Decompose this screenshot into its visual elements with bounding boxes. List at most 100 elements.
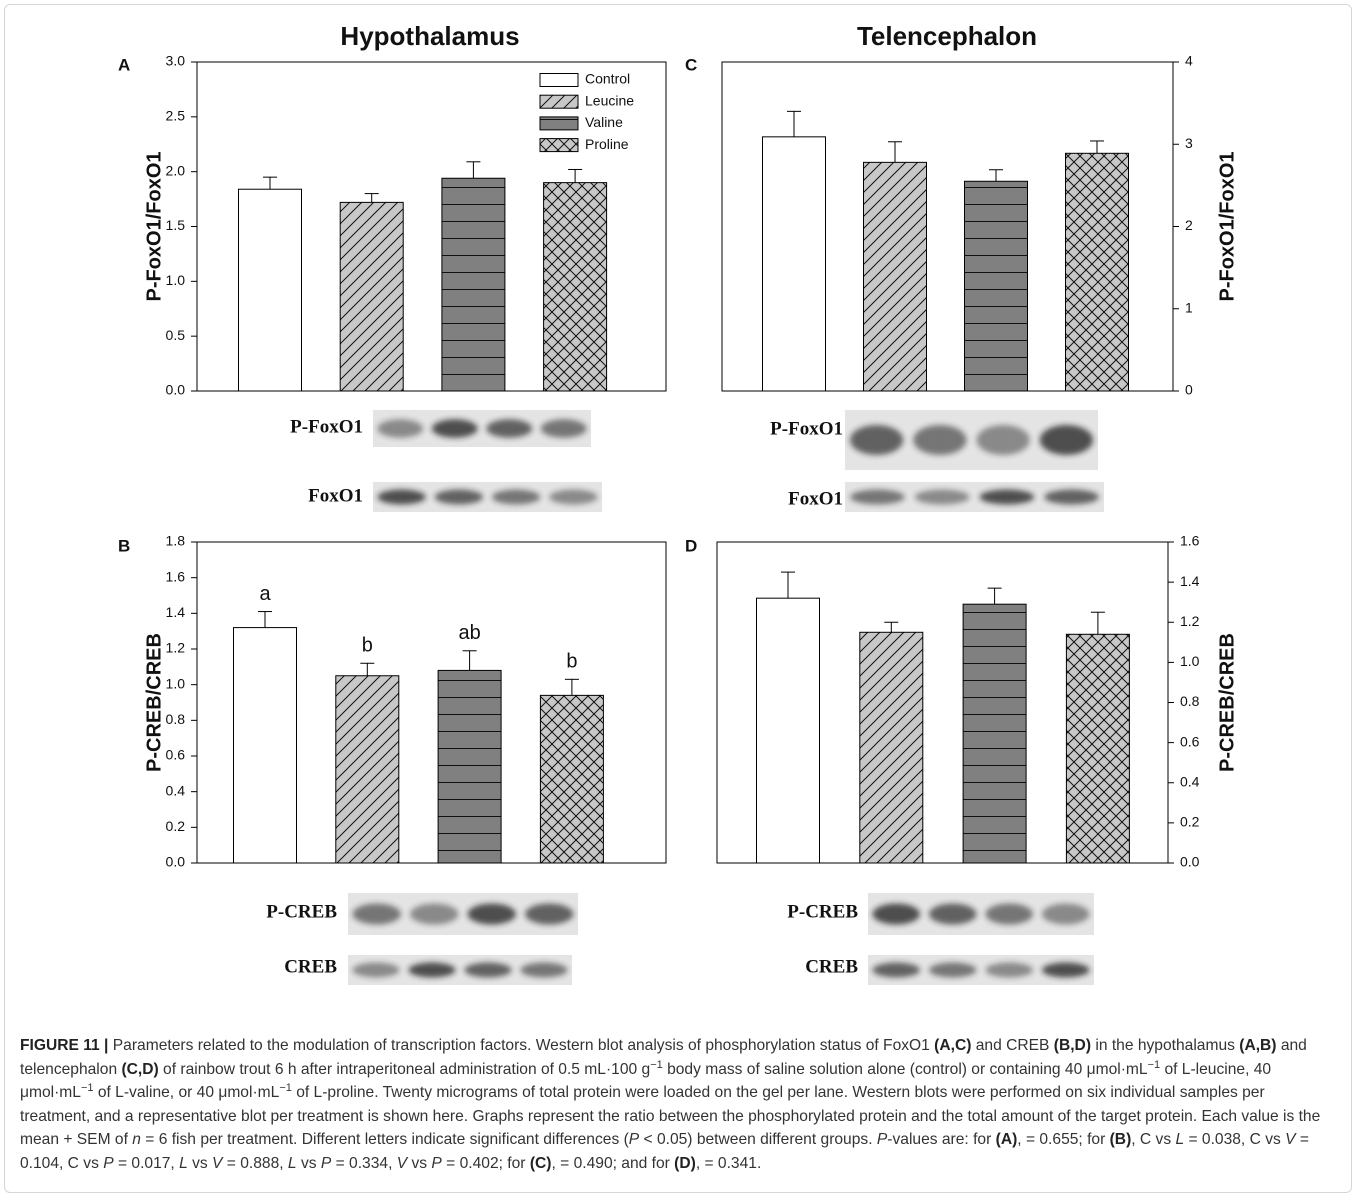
blot-label: FoxO1 [308, 485, 363, 506]
caption-run: of rainbow trout 6 h after intraperitone… [159, 1061, 650, 1078]
y-tick-label: 2 [1185, 217, 1193, 233]
y-tick-label: 0.6 [1180, 733, 1200, 749]
y-tick-label: 4 [1185, 53, 1193, 69]
blot-band [929, 904, 977, 925]
caption-run: n [132, 1131, 141, 1148]
caption-run: P [877, 1131, 887, 1148]
blot-band [378, 490, 426, 505]
significance-letter: b [362, 635, 373, 657]
y-tick-label: 1.0 [1180, 653, 1200, 669]
legend-swatch [540, 95, 578, 108]
blot-label: P-CREB [787, 901, 858, 922]
legend-swatch [540, 139, 578, 152]
y-tick-label: 2.5 [166, 108, 186, 124]
caption-run: P [629, 1131, 639, 1148]
caption-run: , = 0.490; and for [551, 1155, 674, 1172]
y-tick-label: 1.0 [166, 272, 186, 288]
page: {"figure": { "column_titles": ["Hypothal… [0, 0, 1358, 1199]
blot-band [408, 963, 455, 978]
bar [239, 189, 302, 391]
caption-run: L [179, 1155, 188, 1172]
blot-band [985, 963, 1033, 978]
panel-letter: C [685, 55, 697, 74]
significance-letter: a [259, 583, 271, 605]
blot-band [468, 904, 516, 925]
caption-run: −1 [81, 1082, 94, 1094]
legend-label: Valine [585, 114, 623, 130]
blot-label: CREB [284, 956, 337, 977]
bar [860, 632, 923, 863]
y-tick-label: 0.2 [1180, 814, 1200, 830]
y-tick-label: 1 [1185, 299, 1193, 315]
blot-label: P-FoxO1 [290, 416, 363, 437]
blot-band [486, 419, 532, 438]
bar [965, 181, 1028, 391]
caption-run: = 0.334, [331, 1155, 396, 1172]
y-tick-label: 3 [1185, 135, 1193, 151]
blot-band [929, 963, 977, 978]
blot-band [541, 419, 587, 438]
y-tick-label: 1.4 [166, 604, 186, 620]
y-tick-label: 1.4 [1180, 573, 1200, 589]
blot-band [525, 904, 573, 925]
y-tick-label: 0.0 [166, 854, 186, 870]
bar [442, 178, 505, 391]
blot-band [850, 490, 905, 505]
y-axis-label: P-FoxO1/FoxO1 [1216, 151, 1238, 301]
blot-band [985, 904, 1033, 925]
y-tick-label: 1.5 [166, 217, 186, 233]
caption-run: , = 0.655; for [1017, 1131, 1109, 1148]
blot-band [549, 490, 597, 505]
blot-band [492, 490, 540, 505]
bar [763, 137, 826, 391]
caption-run: (A,C) [934, 1037, 971, 1054]
bar [963, 604, 1026, 863]
caption-run: = 6 fish per treatment. Different letter… [141, 1131, 629, 1148]
caption-run: vs [297, 1155, 321, 1172]
blot-band [1040, 425, 1093, 455]
caption-run: (A,B) [1239, 1037, 1276, 1054]
y-tick-label: 0.8 [1180, 693, 1200, 709]
y-tick-label: 1.6 [1180, 533, 1200, 549]
caption-run: vs [188, 1155, 212, 1172]
caption-run: < 0.05) between different groups. [639, 1131, 877, 1148]
caption-run: , = 0.341. [696, 1155, 761, 1172]
legend-label: Control [585, 71, 630, 87]
y-tick-label: 0.2 [166, 818, 186, 834]
caption-run: P [431, 1155, 441, 1172]
caption-run: and CREB [971, 1037, 1053, 1054]
caption-run: (B) [1110, 1131, 1132, 1148]
blot-band [915, 490, 970, 505]
caption-run: V [212, 1155, 222, 1172]
y-tick-label: 0.0 [1180, 854, 1200, 870]
blot-band [410, 904, 458, 925]
blot-label: CREB [805, 956, 858, 977]
caption-run: (B,D) [1054, 1037, 1091, 1054]
caption-run: = 0.017, [114, 1155, 179, 1172]
blot-band [980, 490, 1035, 505]
caption-run: −1 [650, 1058, 663, 1070]
column-title: Telencephalon [857, 21, 1037, 51]
blot-band [872, 904, 920, 925]
caption-run: = 0.402; for [442, 1155, 530, 1172]
caption-run: FIGURE 11 | [20, 1037, 108, 1054]
y-tick-label: 0 [1185, 382, 1193, 398]
panel-letter: D [685, 536, 697, 555]
bar [757, 598, 820, 863]
y-axis-label: P-CREB/CREB [143, 633, 165, 772]
caption-run: (D) [674, 1155, 696, 1172]
blot-band [520, 963, 567, 978]
blot-band [913, 425, 966, 455]
blot-band [435, 490, 483, 505]
caption-run: = 0.888, [222, 1155, 287, 1172]
y-tick-label: 1.2 [166, 640, 186, 656]
bar [340, 202, 403, 391]
blot-band [432, 419, 478, 438]
bar [544, 183, 607, 391]
bar [438, 670, 501, 863]
y-axis-label: P-FoxO1/FoxO1 [143, 151, 165, 301]
y-tick-label: 2.0 [166, 162, 186, 178]
panel-letter: B [118, 536, 130, 555]
caption-run: V [397, 1155, 407, 1172]
caption-run: V [1285, 1131, 1295, 1148]
